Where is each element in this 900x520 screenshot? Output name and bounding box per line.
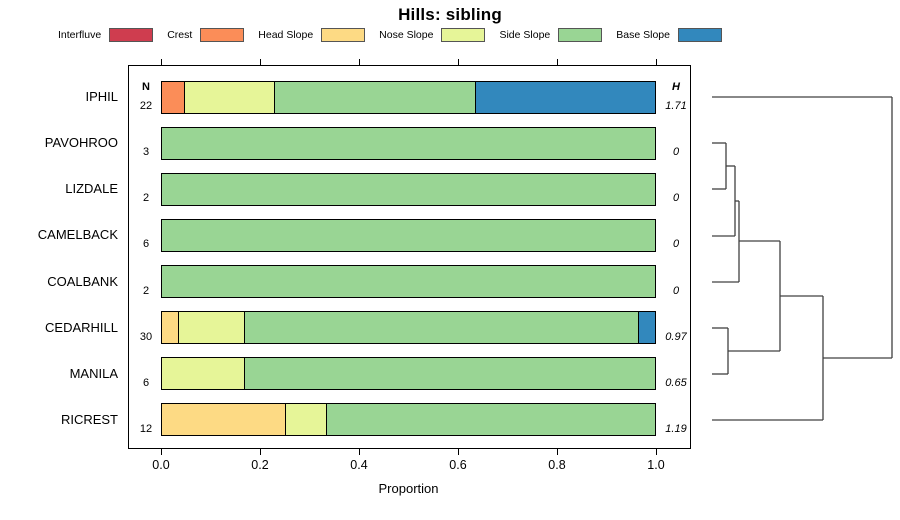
x-tick-bottom (556, 449, 558, 455)
legend-swatch-icon (109, 28, 154, 42)
x-tick-bottom (655, 449, 657, 455)
legend-swatch-icon (558, 28, 603, 42)
n-value: 3 (142, 146, 150, 159)
n-column-header: N (142, 81, 150, 93)
bar-segment-side-slope (161, 172, 656, 206)
row-label-cedarhill: CEDARHILL (45, 319, 118, 335)
bar-segment-base-slope (637, 311, 656, 345)
bar-coalbank (161, 265, 656, 299)
n-value: 12 (139, 422, 153, 435)
n-value: 2 (142, 192, 150, 205)
bar-segment-side-slope (273, 80, 477, 114)
bar-segment-side-slope (161, 126, 656, 160)
h-value: 0 (672, 146, 680, 159)
bar-segment-side-slope (243, 357, 656, 391)
x-tick-top (160, 59, 162, 65)
bar-segment-side-slope (243, 311, 640, 345)
bar-segment-side-slope (161, 265, 656, 299)
x-axis-label: Proportion (378, 481, 439, 496)
x-tick-label: 1.0 (647, 458, 665, 472)
n-value: 6 (142, 238, 150, 251)
h-value: 0.65 (665, 376, 687, 389)
bar-iphil (161, 80, 656, 114)
n-value: 22 (139, 100, 153, 112)
legend-item-base-slope: Base Slope (616, 28, 722, 42)
x-tick-top (655, 59, 657, 65)
bar-segment-head-slope (161, 403, 286, 437)
x-tick-top (556, 59, 558, 65)
legend-swatch-icon (441, 28, 486, 42)
legend-label: Head Slope (258, 29, 314, 41)
x-tick-label: 0.6 (449, 458, 467, 472)
h-value: 1.71 (665, 100, 687, 112)
row-label-camelback: CAMELBACK (37, 227, 118, 243)
x-tick-bottom (160, 449, 162, 455)
legend-label: Side Slope (499, 29, 551, 41)
legend-swatch-icon (321, 28, 366, 42)
legend: Interfluve Crest Head Slope Nose Slope Side … (58, 26, 722, 44)
dendrogram (712, 96, 893, 421)
bar-ricrest (161, 403, 656, 437)
bar-segment-nose-slope (284, 403, 328, 437)
row-label-ricrest: RICREST (60, 411, 118, 427)
h-value: 0.97 (665, 330, 687, 343)
n-value: 6 (142, 376, 150, 389)
x-tick-label: 0.8 (548, 458, 566, 472)
h-value: 1.19 (665, 422, 687, 435)
legend-label: Interfluve (58, 29, 102, 41)
bar-cedarhill (161, 311, 656, 345)
x-tick-label: 0.2 (251, 458, 269, 472)
legend-label: Crest (167, 29, 193, 41)
legend-item-head-slope: Head Slope (258, 28, 366, 42)
bar-segment-nose-slope (177, 311, 246, 345)
h-value: 0 (672, 192, 680, 205)
bar-segment-base-slope (475, 80, 656, 114)
legend-item-side-slope: Side Slope (499, 28, 603, 42)
x-tick-label: 0.4 (350, 458, 368, 472)
x-tick-top (259, 59, 261, 65)
h-value: 0 (672, 238, 680, 251)
x-tick-top (358, 59, 360, 65)
bar-segment-nose-slope (183, 80, 276, 114)
bar-segment-nose-slope (161, 357, 246, 391)
bar-segment-side-slope (325, 403, 656, 437)
x-tick-bottom (358, 449, 360, 455)
legend-item-crest: Crest (167, 28, 245, 42)
x-tick-bottom (457, 449, 459, 455)
bar-segment-side-slope (161, 218, 656, 252)
bar-camelback (161, 218, 656, 252)
bar-manila (161, 357, 656, 391)
legend-swatch-icon (200, 28, 245, 42)
row-label-lizdale: LIZDALE (65, 181, 118, 197)
x-tick-top (457, 59, 459, 65)
row-label-iphil: IPHIL (85, 89, 118, 104)
row-label-coalbank: COALBANK (47, 273, 118, 289)
bar-segment-crest (161, 80, 186, 114)
bar-pavohroo (161, 126, 656, 160)
row-label-pavohroo: PAVOHROO (44, 135, 118, 151)
h-value: 0 (672, 284, 680, 297)
n-value: 30 (139, 330, 153, 343)
legend-label: Base Slope (616, 29, 670, 41)
legend-item-interfluve: Interfluve (58, 28, 154, 42)
legend-label: Nose Slope (379, 29, 434, 41)
h-column-header: H (672, 81, 680, 93)
legend-item-nose-slope: Nose Slope (379, 28, 486, 42)
x-tick-bottom (259, 449, 261, 455)
row-label-manila: MANILA (69, 365, 118, 381)
x-tick-label: 0.0 (152, 458, 170, 472)
chart-title: Hills: sibling (398, 5, 502, 24)
legend-swatch-icon (677, 28, 722, 42)
plot-frame (128, 65, 691, 449)
n-value: 2 (142, 284, 150, 297)
bar-lizdale (161, 172, 656, 206)
